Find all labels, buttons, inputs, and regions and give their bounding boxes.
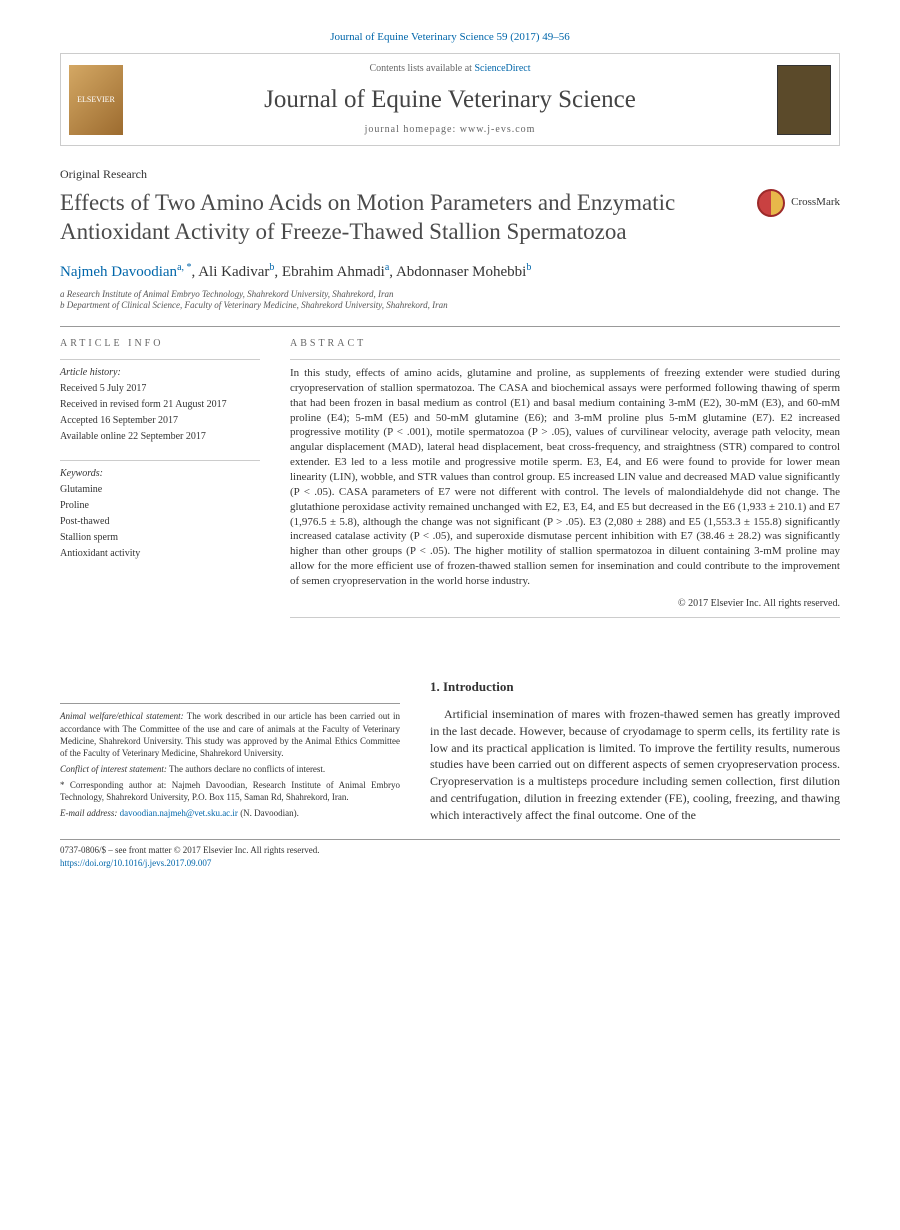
keywords-block: Keywords: Glutamine Proline Post-thawed …	[60, 460, 260, 561]
intro-text: Artificial insemination of mares with fr…	[430, 706, 840, 824]
online-date: Available online 22 September 2017	[60, 430, 260, 444]
abstract-divider	[290, 359, 840, 360]
author-2: , Ali Kadivar	[192, 264, 270, 280]
info-divider	[60, 359, 260, 360]
keyword-2: Proline	[60, 499, 260, 513]
abstract-text: In this study, effects of amino acids, g…	[290, 366, 840, 589]
keyword-5: Antioxidant activity	[60, 547, 260, 561]
keywords-head: Keywords:	[60, 467, 260, 481]
title-row: Effects of Two Amino Acids on Motion Par…	[60, 189, 840, 247]
contents-available: Contents lists available at ScienceDirec…	[141, 62, 759, 76]
info-abstract-row: ARTICLE INFO Article history: Received 5…	[60, 337, 840, 618]
body-two-col: Animal welfare/ethical statement: The wo…	[60, 678, 840, 824]
article-title: Effects of Two Amino Acids on Motion Par…	[60, 189, 737, 247]
journal-header: ELSEVIER Contents lists available at Sci…	[60, 53, 840, 146]
email-line: E-mail address: davoodian.najmeh@vet.sku…	[60, 807, 400, 819]
author-1-aff: a, *	[177, 262, 191, 273]
contents-prefix: Contents lists available at	[369, 63, 474, 74]
intro-heading: 1. Introduction	[430, 678, 840, 696]
affiliations: a Research Institute of Animal Embryo Te…	[60, 289, 840, 312]
affiliation-b: b Department of Clinical Science, Facult…	[60, 300, 840, 312]
author-1[interactable]: Najmeh Davoodian	[60, 264, 177, 280]
crossmark-icon	[757, 189, 785, 217]
citation-line: Journal of Equine Veterinary Science 59 …	[60, 30, 840, 45]
issn-line: 0737-0806/$ – see front matter © 2017 El…	[60, 844, 840, 857]
abstract-bottom-divider	[290, 617, 840, 618]
doi-link[interactable]: https://doi.org/10.1016/j.jevs.2017.09.0…	[60, 858, 211, 868]
authors-line: Najmeh Davoodiana, *, Ali Kadivar b , Ebra…	[60, 261, 840, 283]
article-info-col: ARTICLE INFO Article history: Received 5…	[60, 337, 260, 618]
article-info-head: ARTICLE INFO	[60, 337, 260, 351]
journal-cover-thumb[interactable]	[777, 65, 831, 135]
conflict-text: The authors declare no conflicts of inte…	[167, 764, 325, 774]
elsevier-logo[interactable]: ELSEVIER	[69, 65, 123, 135]
journal-homepage: journal homepage: www.j-evs.com	[141, 123, 759, 137]
author-4: , Abdonnaser Mohebbi	[389, 264, 526, 280]
email-link[interactable]: davoodian.najmeh@vet.sku.ac.ir	[120, 808, 238, 818]
email-label: E-mail address:	[60, 808, 120, 818]
keyword-4: Stallion sperm	[60, 531, 260, 545]
publisher-logo-cell: ELSEVIER	[61, 54, 131, 145]
crossmark-label: CrossMark	[791, 195, 840, 210]
author-3: , Ebrahim Ahmadi	[274, 264, 384, 280]
copyright-line: © 2017 Elsevier Inc. All rights reserved…	[290, 597, 840, 611]
journal-name: Journal of Equine Veterinary Science	[141, 82, 759, 117]
introduction-col: 1. Introduction Artificial insemination …	[430, 678, 840, 824]
abstract-head: ABSTRACT	[290, 337, 840, 351]
author-4-aff: b	[526, 262, 531, 273]
corresponding-author: * Corresponding author at: Najmeh Davood…	[60, 779, 400, 803]
crossmark-widget[interactable]: CrossMark	[757, 189, 840, 217]
divider	[60, 326, 840, 327]
header-center: Contents lists available at ScienceDirec…	[131, 54, 769, 145]
cover-cell	[769, 54, 839, 145]
kw-divider	[60, 460, 260, 461]
homepage-url[interactable]: www.j-evs.com	[460, 124, 536, 135]
accepted-date: Accepted 16 September 2017	[60, 414, 260, 428]
keyword-1: Glutamine	[60, 483, 260, 497]
ethical-statement: Animal welfare/ethical statement: The wo…	[60, 710, 400, 759]
footer-meta: 0737-0806/$ – see front matter © 2017 El…	[60, 839, 840, 869]
keyword-3: Post-thawed	[60, 515, 260, 529]
ethical-label: Animal welfare/ethical statement:	[60, 711, 184, 721]
sciencedirect-link[interactable]: ScienceDirect	[474, 63, 530, 74]
email-suffix: (N. Davoodian).	[238, 808, 299, 818]
history-head: Article history:	[60, 366, 260, 380]
homepage-prefix: journal homepage:	[365, 124, 460, 135]
conflict-label: Conflict of interest statement:	[60, 764, 167, 774]
article-type: Original Research	[60, 166, 840, 183]
received-date: Received 5 July 2017	[60, 382, 260, 396]
affiliation-a: a Research Institute of Animal Embryo Te…	[60, 289, 840, 301]
corr-label: * Corresponding author at:	[60, 780, 166, 790]
conflict-statement: Conflict of interest statement: The auth…	[60, 763, 400, 775]
revised-date: Received in revised form 21 August 2017	[60, 398, 260, 412]
abstract-col: ABSTRACT In this study, effects of amino…	[290, 337, 840, 618]
footnotes-col: Animal welfare/ethical statement: The wo…	[60, 703, 400, 823]
